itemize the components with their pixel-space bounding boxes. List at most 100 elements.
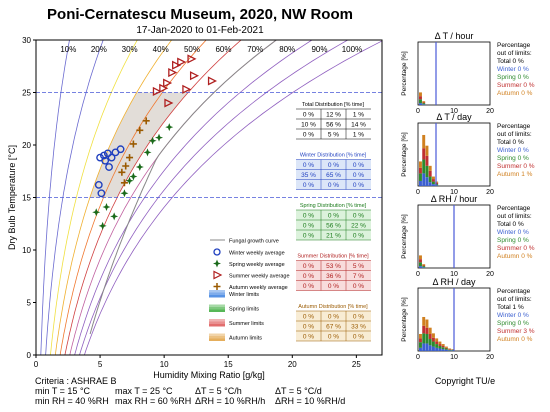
info-summer: Summer 3 % bbox=[497, 328, 535, 335]
criteria-drh-day: ΔRH = 10 %RH/d bbox=[275, 396, 346, 406]
histogram-bar bbox=[448, 349, 452, 350]
distribution-cell: 0 % bbox=[353, 162, 364, 169]
criteria-min-t: min T = 15 °C bbox=[35, 386, 91, 396]
info-total: Total 0 % bbox=[497, 139, 524, 146]
info-heading-1: Percentage bbox=[497, 288, 531, 295]
histogram-y-label: Percentage [%] bbox=[401, 297, 408, 342]
histogram-bar bbox=[419, 167, 422, 174]
info-heading-2: out of limits: bbox=[497, 213, 532, 220]
histogram-bar bbox=[419, 338, 422, 343]
histogram-bar bbox=[419, 173, 422, 181]
histogram-bar bbox=[425, 343, 429, 351]
legend-spring-marker bbox=[213, 259, 221, 268]
histogram-bar bbox=[428, 182, 432, 186]
spring-point bbox=[135, 163, 144, 172]
histogram-y-label: Percentage [%] bbox=[401, 132, 408, 177]
histogram-bar bbox=[431, 184, 435, 186]
distribution-title: Total Distribution [% time] bbox=[302, 102, 365, 108]
autumn-point bbox=[136, 126, 144, 134]
histogram-bar bbox=[422, 333, 426, 344]
histogram-title: Δ RH / hour bbox=[431, 194, 478, 204]
winter-point bbox=[103, 149, 112, 158]
info-spring: Spring 0 % bbox=[497, 74, 529, 81]
histogram-bar bbox=[425, 319, 429, 328]
distribution-cell: 33 % bbox=[351, 324, 366, 331]
rh-label-80: 80% bbox=[279, 45, 295, 54]
histogram-bar bbox=[422, 343, 426, 351]
histogram-bar bbox=[419, 255, 422, 260]
histogram-bar bbox=[448, 350, 452, 351]
histogram-bar bbox=[435, 182, 439, 185]
criteria-heading: Criteria : ASHRAE B bbox=[35, 376, 117, 386]
rh-label-100: 100% bbox=[342, 45, 362, 54]
histogram-bar bbox=[422, 101, 426, 103]
spring-point bbox=[110, 212, 119, 221]
histogram-bar bbox=[425, 165, 429, 178]
spring-point bbox=[165, 123, 174, 132]
criteria-drh-hour: ΔRH = 10 %RH/h bbox=[195, 396, 266, 406]
rh-label-30: 30% bbox=[122, 45, 138, 54]
histogram-bar bbox=[438, 344, 442, 346]
histogram-x-tick: 0 bbox=[416, 271, 420, 278]
histogram-bar bbox=[422, 104, 426, 105]
histogram-frame bbox=[417, 41, 491, 106]
rh-curve-100 bbox=[84, 40, 382, 355]
criteria-max-t: max T = 25 °C bbox=[115, 386, 173, 396]
histogram-bar bbox=[422, 134, 426, 149]
histogram-bar bbox=[431, 346, 435, 351]
histogram-bar bbox=[419, 99, 422, 104]
info-autumn: Autumn 1 % bbox=[497, 171, 533, 178]
distribution-background bbox=[296, 311, 371, 341]
distribution-cell: 1 % bbox=[353, 132, 364, 139]
distribution-cell: 0 % bbox=[353, 182, 364, 189]
distribution-cell: 53 % bbox=[326, 263, 341, 270]
histogram-bar bbox=[422, 265, 426, 267]
histogram-bar bbox=[419, 92, 422, 97]
histogram-bar bbox=[422, 103, 426, 105]
rh-label-40: 40% bbox=[153, 45, 169, 54]
histogram-bar bbox=[419, 96, 422, 100]
histogram-title: Δ T / day bbox=[436, 112, 472, 122]
histogram-x-tick: 0 bbox=[416, 189, 420, 196]
distribution-cell: 56 % bbox=[326, 122, 341, 129]
histogram-bar bbox=[419, 259, 422, 263]
histogram-bar bbox=[431, 337, 435, 342]
distribution-cell: 0 % bbox=[353, 314, 364, 321]
info-total: Total 1 % bbox=[497, 304, 524, 311]
histogram-bar bbox=[419, 333, 422, 339]
histogram-bar bbox=[422, 264, 426, 266]
histogram-x-tick: 20 bbox=[486, 108, 494, 115]
histogram-bar bbox=[435, 338, 439, 342]
legend-limit-label: Autumn limits bbox=[229, 336, 262, 342]
legend-limit-swatch bbox=[209, 304, 225, 312]
histogram-bar bbox=[448, 348, 452, 350]
histogram-bar bbox=[444, 346, 448, 348]
histogram-panel: Δ T / day 0 10 20 Percentage [%] Percentageou… bbox=[401, 112, 535, 196]
info-autumn: Autumn 0 % bbox=[497, 90, 533, 97]
histogram-bar bbox=[441, 347, 445, 350]
winter-point bbox=[94, 180, 103, 189]
distribution-cell: 0 % bbox=[353, 172, 364, 179]
summer-point bbox=[207, 76, 218, 86]
legend-autumn-marker bbox=[213, 283, 221, 290]
distribution-background bbox=[296, 159, 371, 190]
rh-curve-40 bbox=[54, 40, 172, 355]
distribution-cell: 0 % bbox=[328, 314, 339, 321]
histogram-bar bbox=[419, 161, 422, 168]
distribution-cell: 0 % bbox=[303, 112, 314, 119]
histogram-bar bbox=[431, 181, 435, 185]
histogram-bar bbox=[419, 180, 422, 186]
y-tick-label: 20 bbox=[22, 141, 31, 150]
distribution-cell: 0 % bbox=[328, 283, 339, 290]
info-heading-2: out of limits: bbox=[497, 50, 532, 57]
legend-marker-label: Autumn weekly average bbox=[229, 285, 288, 291]
histogram-bar bbox=[435, 185, 439, 186]
legend-limit-swatch bbox=[209, 319, 225, 327]
criteria-dt-hour: ΔT = 5 °C/h bbox=[195, 386, 242, 396]
histogram-bar bbox=[431, 179, 435, 182]
spring-point bbox=[120, 189, 129, 198]
info-heading-2: out of limits: bbox=[497, 296, 532, 303]
info-heading-2: out of limits: bbox=[497, 131, 532, 138]
y-tick-label: 15 bbox=[22, 194, 31, 203]
criteria-min-rh: min RH = 40 %RH bbox=[35, 396, 109, 406]
